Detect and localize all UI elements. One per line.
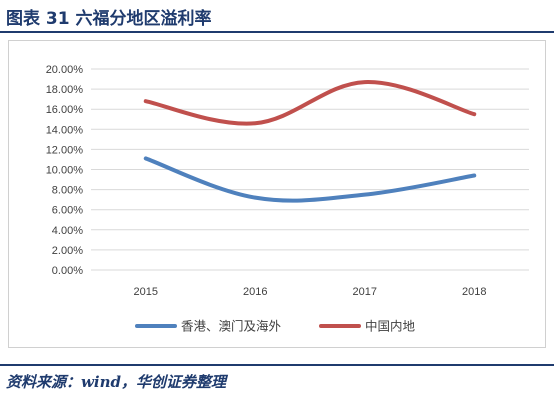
y-tick-label: 20.00% [46, 64, 84, 76]
y-tick-label: 2.00% [52, 245, 83, 257]
series-lines [143, 80, 477, 203]
source-note: 资料来源：wind，华创证券整理 [6, 373, 227, 391]
x-tick-label: 2017 [353, 286, 377, 298]
x-axis-ticks: 2015 2016 2017 2018 [134, 286, 487, 298]
y-tick-label: 16.00% [46, 104, 84, 116]
y-tick-label: 14.00% [46, 124, 84, 136]
y-axis-ticks: 0.00% 2.00% 4.00% 6.00% 8.00% 10.00% 12.00% 14.… [46, 64, 84, 277]
series-line-1 [143, 80, 477, 126]
y-tick-label: 8.00% [52, 185, 83, 197]
figure-title: 图表 31 六福分地区溢利率 [6, 9, 212, 29]
series-line-0 [143, 156, 477, 203]
x-tick-label: 2015 [134, 286, 158, 298]
legend: 香港、澳门及海外 中国内地 [135, 319, 416, 334]
gridlines [91, 68, 529, 271]
chart-frame: 0.00% 2.00% 4.00% 6.00% 8.00% 10.00% 12.00% 14.… [8, 40, 546, 348]
x-tick-label: 2016 [243, 286, 267, 298]
header-divider [0, 31, 554, 33]
x-tick-label: 2018 [462, 286, 486, 298]
y-tick-label: 0.00% [52, 265, 83, 277]
profit-margin-line-chart: 0.00% 2.00% 4.00% 6.00% 8.00% 10.00% 12.00% 14.… [46, 64, 529, 334]
y-tick-label: 4.00% [52, 225, 83, 237]
y-tick-label: 6.00% [52, 205, 83, 217]
y-tick-label: 12.00% [46, 144, 84, 156]
y-tick-label: 18.00% [46, 84, 84, 96]
figure-header: 图表 31 六福分地区溢利率 [0, 0, 554, 33]
y-tick-label: 10.00% [46, 165, 84, 177]
legend-label: 香港、澳门及海外 [181, 319, 282, 334]
footer-divider [0, 364, 554, 366]
legend-label: 中国内地 [365, 319, 416, 334]
